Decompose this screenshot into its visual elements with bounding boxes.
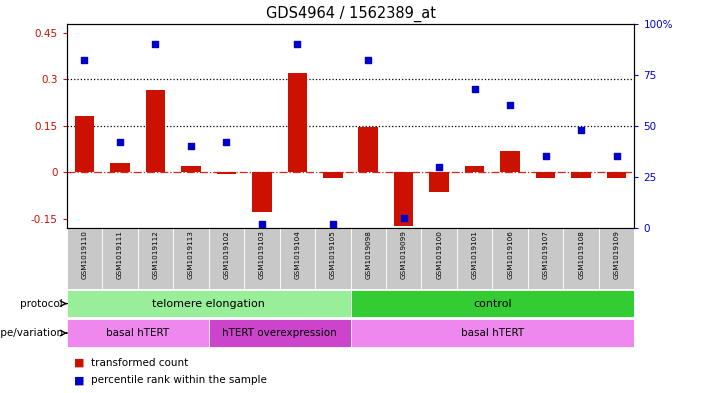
Bar <box>350 290 634 318</box>
Point <box>256 221 267 227</box>
Point <box>398 215 409 221</box>
Text: GSM1019108: GSM1019108 <box>578 230 584 279</box>
Text: GSM1019106: GSM1019106 <box>508 230 513 279</box>
Bar <box>181 166 200 172</box>
Point <box>327 221 339 227</box>
Text: GSM1019102: GSM1019102 <box>224 230 229 279</box>
Text: ■: ■ <box>74 375 84 385</box>
Text: ■: ■ <box>74 358 84 368</box>
Text: GSM1019100: GSM1019100 <box>436 230 442 279</box>
Bar <box>607 172 627 178</box>
Text: GSM1019111: GSM1019111 <box>117 230 123 279</box>
Bar <box>137 228 173 289</box>
Bar <box>74 116 94 172</box>
Point <box>292 41 303 47</box>
Point <box>362 57 374 64</box>
Point <box>505 102 516 108</box>
Bar <box>394 172 414 226</box>
Text: GSM1019107: GSM1019107 <box>543 230 549 279</box>
Bar <box>280 228 315 289</box>
Bar <box>528 228 564 289</box>
Point <box>114 139 125 145</box>
Bar <box>252 172 271 213</box>
Bar <box>173 228 209 289</box>
Bar <box>110 163 130 172</box>
Bar <box>571 172 591 178</box>
Point <box>185 143 196 149</box>
Bar <box>350 319 634 347</box>
Bar <box>536 172 555 178</box>
Bar <box>67 290 350 318</box>
Point <box>221 139 232 145</box>
Text: GSM1019103: GSM1019103 <box>259 230 265 279</box>
Bar <box>217 172 236 174</box>
Text: basal hTERT: basal hTERT <box>461 328 524 338</box>
Text: GSM1019110: GSM1019110 <box>81 230 88 279</box>
Text: percentile rank within the sample: percentile rank within the sample <box>91 375 267 385</box>
Bar <box>564 228 599 289</box>
Bar <box>209 228 244 289</box>
Text: control: control <box>473 299 512 309</box>
Bar <box>102 228 137 289</box>
Point <box>540 153 551 160</box>
Text: GSM1019109: GSM1019109 <box>613 230 620 279</box>
Point <box>434 163 445 170</box>
Bar <box>209 319 350 347</box>
Bar <box>465 166 484 172</box>
Bar <box>492 228 528 289</box>
Text: hTERT overexpression: hTERT overexpression <box>222 328 337 338</box>
Point <box>611 153 622 160</box>
Point <box>150 41 161 47</box>
Bar <box>67 228 102 289</box>
Bar <box>358 127 378 172</box>
Text: GSM1019112: GSM1019112 <box>152 230 158 279</box>
Bar <box>67 319 209 347</box>
Bar <box>501 151 520 172</box>
Bar <box>146 90 165 172</box>
Point <box>79 57 90 64</box>
Text: transformed count: transformed count <box>91 358 189 368</box>
Text: telomere elongation: telomere elongation <box>152 299 265 309</box>
Bar <box>315 228 350 289</box>
Bar <box>244 228 280 289</box>
Text: GSM1019113: GSM1019113 <box>188 230 193 279</box>
Bar <box>287 73 307 172</box>
Bar <box>421 228 457 289</box>
Bar <box>386 228 421 289</box>
Bar <box>430 172 449 192</box>
Text: GSM1019104: GSM1019104 <box>294 230 300 279</box>
Point <box>469 86 480 92</box>
Text: basal hTERT: basal hTERT <box>106 328 169 338</box>
Text: GSM1019101: GSM1019101 <box>472 230 477 279</box>
Text: GSM1019099: GSM1019099 <box>401 230 407 279</box>
Text: genotype/variation: genotype/variation <box>0 328 63 338</box>
Bar <box>323 172 343 178</box>
Bar <box>350 228 386 289</box>
Text: GSM1019105: GSM1019105 <box>329 230 336 279</box>
Text: GSM1019098: GSM1019098 <box>365 230 372 279</box>
Text: protocol: protocol <box>20 299 63 309</box>
Bar <box>599 228 634 289</box>
Title: GDS4964 / 1562389_at: GDS4964 / 1562389_at <box>266 6 435 22</box>
Point <box>576 127 587 133</box>
Bar <box>457 228 492 289</box>
